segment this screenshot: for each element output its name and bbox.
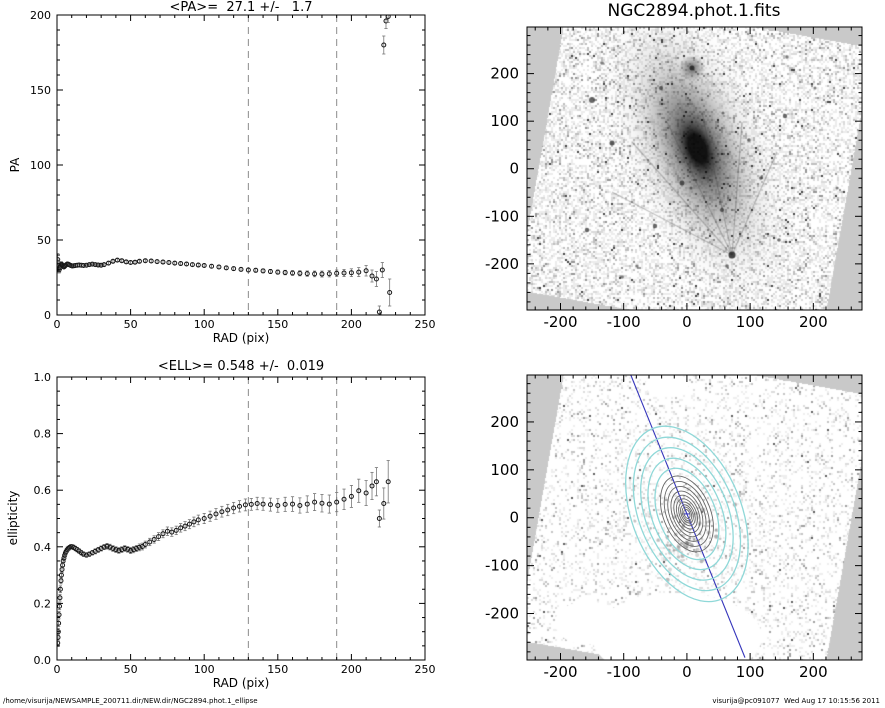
svg-text:200: 200 [490,65,519,83]
svg-text:0: 0 [54,318,61,331]
svg-text:150: 150 [267,318,288,331]
svg-text:-200: -200 [485,255,519,273]
svg-text:-200: -200 [543,313,577,331]
svg-text:200: 200 [490,413,519,431]
svg-text:0: 0 [682,663,692,681]
svg-text:100: 100 [490,461,519,479]
svg-text:200: 200 [799,663,828,681]
pa-x-axis-label: RAD (pix) [212,331,270,345]
ellipticity-x-axis-label: RAD (pix) [212,676,270,690]
svg-text:0.8: 0.8 [34,428,52,441]
ellipticity-y-axis-label: ellipticity [6,490,20,546]
file-path-text: /home/visurija/NEWSAMPLE_200711.dir/NEW.… [3,697,258,705]
svg-text:100: 100 [736,313,765,331]
fits-image-title: NGC2894.phot.1.fits [607,1,781,21]
svg-text:200: 200 [341,318,362,331]
svg-text:150: 150 [30,84,51,97]
user-timestamp-text: visurija@pc091077 Wed Aug 17 10:15:56 20… [712,697,880,705]
svg-text:200: 200 [799,313,828,331]
svg-text:-200: -200 [485,605,519,623]
svg-text:-100: -100 [485,557,519,575]
svg-text:100: 100 [490,112,519,130]
svg-text:0: 0 [44,309,51,322]
svg-text:100: 100 [736,663,765,681]
ellipticity-plot-title: <ELL>= 0.548 +/- 0.019 [157,359,325,374]
svg-text:0: 0 [54,663,61,676]
svg-text:1.0: 1.0 [34,371,52,384]
svg-text:250: 250 [415,663,436,676]
svg-text:50: 50 [37,234,51,247]
svg-text:50: 50 [124,318,138,331]
svg-text:100: 100 [30,159,51,172]
svg-text:-200: -200 [543,663,577,681]
svg-text:100: 100 [194,663,215,676]
fits-image-canvas [527,27,862,310]
fits-isophote-image-canvas [527,375,862,660]
svg-text:-100: -100 [485,207,519,225]
svg-text:0: 0 [682,313,692,331]
svg-text:0.4: 0.4 [34,541,52,554]
pa-y-axis-label: PA [8,157,22,173]
svg-text:0.6: 0.6 [34,484,52,497]
svg-text:200: 200 [341,663,362,676]
svg-text:200: 200 [30,9,51,22]
svg-text:250: 250 [415,318,436,331]
svg-text:0: 0 [509,509,519,527]
svg-text:0.0: 0.0 [34,654,52,667]
svg-text:-100: -100 [607,313,641,331]
svg-text:50: 50 [124,663,138,676]
svg-text:0: 0 [509,160,519,178]
pa-plot-title: <PA>= 27.1 +/- 1.7 [169,0,313,15]
svg-text:150: 150 [267,663,288,676]
svg-text:100: 100 [194,318,215,331]
svg-text:0.2: 0.2 [34,597,52,610]
svg-text:-100: -100 [607,663,641,681]
